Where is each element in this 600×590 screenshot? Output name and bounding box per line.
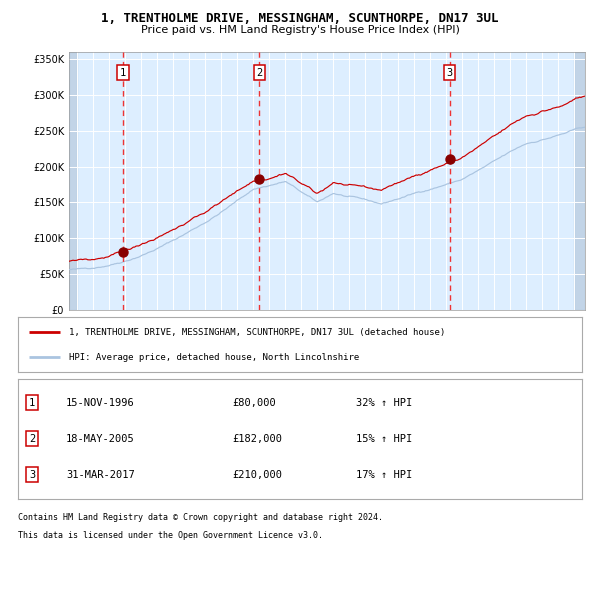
Text: 31-MAR-2017: 31-MAR-2017	[66, 470, 134, 480]
Text: 15% ↑ HPI: 15% ↑ HPI	[356, 434, 413, 444]
Text: £80,000: £80,000	[232, 398, 276, 408]
Text: 1: 1	[29, 398, 35, 408]
Bar	[69, 52, 77, 310]
Text: Price paid vs. HM Land Registry's House Price Index (HPI): Price paid vs. HM Land Registry's House …	[140, 25, 460, 35]
Text: 2: 2	[29, 434, 35, 444]
Text: £210,000: £210,000	[232, 470, 283, 480]
Bar	[574, 52, 585, 310]
Text: 1, TRENTHOLME DRIVE, MESSINGHAM, SCUNTHORPE, DN17 3UL (detached house): 1, TRENTHOLME DRIVE, MESSINGHAM, SCUNTHO…	[69, 327, 445, 336]
Text: 3: 3	[446, 67, 453, 77]
Text: 18-MAY-2005: 18-MAY-2005	[66, 434, 134, 444]
Text: 32% ↑ HPI: 32% ↑ HPI	[356, 398, 413, 408]
Text: £182,000: £182,000	[232, 434, 283, 444]
Text: HPI: Average price, detached house, North Lincolnshire: HPI: Average price, detached house, Nort…	[69, 353, 359, 362]
Text: 2: 2	[256, 67, 263, 77]
Text: This data is licensed under the Open Government Licence v3.0.: This data is licensed under the Open Gov…	[18, 531, 323, 540]
Text: Contains HM Land Registry data © Crown copyright and database right 2024.: Contains HM Land Registry data © Crown c…	[18, 513, 383, 522]
Text: 1, TRENTHOLME DRIVE, MESSINGHAM, SCUNTHORPE, DN17 3UL: 1, TRENTHOLME DRIVE, MESSINGHAM, SCUNTHO…	[101, 12, 499, 25]
Text: 15-NOV-1996: 15-NOV-1996	[66, 398, 134, 408]
Text: 1: 1	[120, 67, 126, 77]
Text: 17% ↑ HPI: 17% ↑ HPI	[356, 470, 413, 480]
Text: 3: 3	[29, 470, 35, 480]
